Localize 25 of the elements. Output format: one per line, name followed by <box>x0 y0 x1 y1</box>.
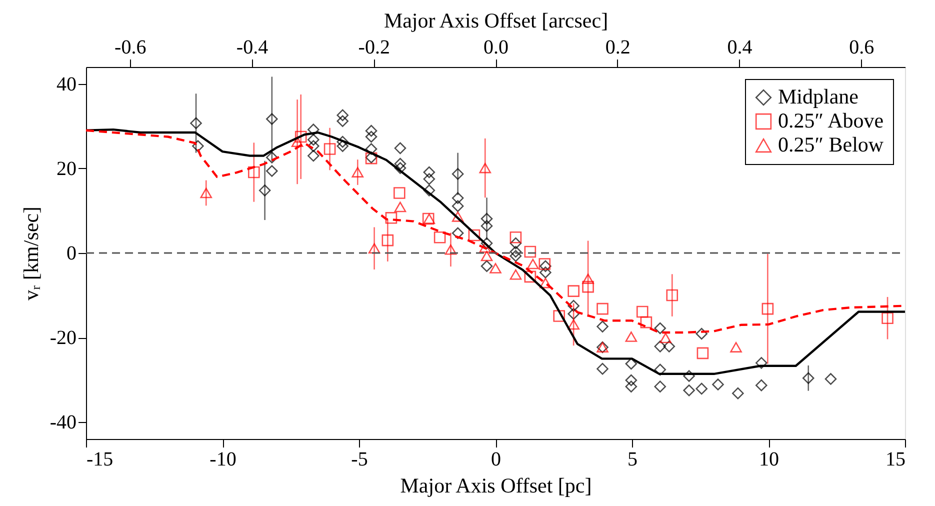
legend-label: Midplane <box>778 84 858 108</box>
x-tick-label: -15 <box>86 448 114 470</box>
y-tick-label: 40 <box>56 73 76 96</box>
x2-axis-title: Major Axis Offset [arcsec] <box>384 8 608 32</box>
x2-tick-label: -0.2 <box>358 36 390 58</box>
x-tick-label: -10 <box>210 448 236 470</box>
x2-tick-label: 0.0 <box>484 36 508 58</box>
y-axis-title: vᵣ [km/sec] <box>18 206 43 301</box>
x2-tick-label: 0.6 <box>849 36 874 58</box>
x2-tick-label: 0.4 <box>727 36 752 58</box>
x2-tick-label: 0.2 <box>605 36 630 58</box>
y-tick-label: -40 <box>50 412 76 434</box>
x-axis-title: Major Axis Offset [pc] <box>400 474 592 498</box>
legend-label: 0.25″ Above <box>778 108 884 132</box>
x-tick-label: 5 <box>628 448 638 470</box>
x-tick-label: 15 <box>886 448 906 470</box>
x-tick-label: 0 <box>491 448 501 470</box>
y-tick-label: 20 <box>56 158 76 180</box>
x2-tick-label: -0.6 <box>114 36 146 58</box>
x2-tick-label: -0.4 <box>236 36 268 58</box>
legend-label: 0.25″ Below <box>778 132 884 156</box>
y-tick-label: -20 <box>50 327 76 350</box>
x-tick-label: -5 <box>351 448 368 470</box>
x-tick-label: 10 <box>759 448 779 470</box>
y-tick-label: 0 <box>66 242 76 264</box>
